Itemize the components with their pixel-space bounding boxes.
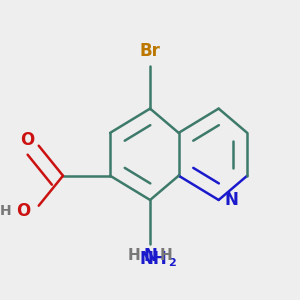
Text: 2: 2	[168, 258, 176, 268]
Text: H: H	[0, 204, 12, 218]
Text: N: N	[143, 247, 157, 265]
Text: H: H	[159, 248, 172, 263]
Text: NH: NH	[139, 250, 167, 268]
Text: O: O	[16, 202, 30, 220]
Text: O: O	[20, 131, 34, 149]
Text: H: H	[128, 248, 141, 263]
Text: Br: Br	[140, 43, 160, 61]
Text: N: N	[225, 191, 238, 209]
